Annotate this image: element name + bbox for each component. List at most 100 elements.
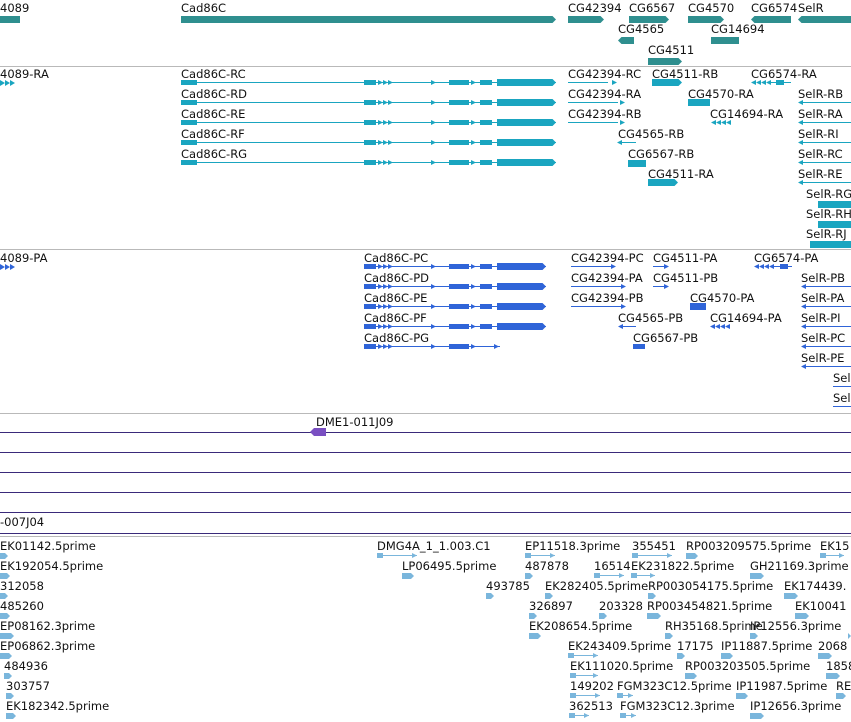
est-label[interactable]: 312058 <box>0 579 44 593</box>
est-label[interactable]: RP003054175.5prime <box>648 579 774 593</box>
est-label[interactable]: EK15 <box>820 539 850 553</box>
est-label[interactable]: 485260 <box>0 599 44 613</box>
transcript-label[interactable]: SelR-RC <box>798 147 843 161</box>
est-label[interactable]: EK208654.5prime <box>529 619 633 633</box>
est-label[interactable]: LP06495.5prime <box>402 559 497 573</box>
est-label[interactable]: 362513 <box>569 699 613 713</box>
protein-label[interactable]: SelR-PE <box>801 351 845 365</box>
est-label[interactable]: RH35168.5prime <box>665 619 763 633</box>
est-label[interactable]: 149202 <box>570 679 614 693</box>
est-label[interactable]: 17175 <box>677 639 714 653</box>
transcript-label[interactable]: CG4565-RB <box>618 127 685 141</box>
protein-label[interactable]: Sel <box>833 391 851 405</box>
transcript-label[interactable]: Cad86C-RE <box>181 107 246 121</box>
est-label[interactable]: RE <box>836 679 851 693</box>
transcript-label[interactable]: CG4570-RA <box>688 87 754 101</box>
est-label[interactable]: EP06862.3prime <box>0 639 96 653</box>
est-label[interactable]: EK174439. <box>784 579 847 593</box>
gene-label[interactable]: CG4565 <box>618 22 665 36</box>
gene-label[interactable]: CG4570 <box>688 1 735 15</box>
est-label[interactable]: 484936 <box>4 659 48 673</box>
protein-label[interactable]: Cad86C-PC <box>364 251 429 265</box>
protein-label[interactable]: SelR-PB <box>801 271 846 285</box>
clone-label[interactable]: -007J04 <box>0 515 45 529</box>
est-label[interactable]: 16514 <box>594 559 631 573</box>
est-label[interactable]: EK01142.5prime <box>0 539 96 553</box>
transcript-label[interactable]: Cad86C-RF <box>181 127 245 141</box>
transcript-label[interactable]: SelR-RB <box>798 87 844 101</box>
est-label[interactable]: DMG4A_1_1.003.C1 <box>377 539 491 553</box>
clone-label[interactable]: DME1-011J09 <box>316 415 394 429</box>
est-label[interactable]: EK182342.5prime <box>6 699 110 713</box>
est-label[interactable]: EK111020.5prime <box>570 659 674 673</box>
transcript-label[interactable]: SelR-RA <box>798 107 843 121</box>
est-label[interactable]: 493785 <box>486 579 530 593</box>
protein-label[interactable]: 4089-PA <box>0 251 48 265</box>
est-label[interactable]: RP003203505.5prime <box>685 659 811 673</box>
transcript-label[interactable]: CG4511-RB <box>652 67 719 81</box>
transcript-label[interactable]: CG6574-RA <box>751 67 817 81</box>
gene-label[interactable]: Cad86C <box>181 1 227 15</box>
transcript-label[interactable]: CG4511-RA <box>648 167 714 181</box>
protein-label[interactable]: SelR-PI <box>801 311 841 325</box>
protein-label[interactable]: Sel <box>833 371 851 385</box>
protein-label[interactable]: Cad86C-PF <box>364 311 427 325</box>
protein-label[interactable]: CG4565-PB <box>618 311 684 325</box>
est-label[interactable]: GH21169.3prime <box>750 559 849 573</box>
transcript-label[interactable]: SelR-RI <box>798 127 839 141</box>
transcript-label[interactable]: SelR-RG <box>806 187 851 201</box>
transcript-label[interactable]: 4089-RA <box>0 67 49 81</box>
protein-label[interactable]: CG14694-PA <box>710 311 782 325</box>
est-label[interactable]: IP12556.3prime <box>750 619 842 633</box>
est-label[interactable]: RP003209575.5prime <box>686 539 812 553</box>
est-label[interactable]: EK231822.5prime <box>631 559 735 573</box>
protein-label[interactable]: Cad86C-PD <box>364 271 429 285</box>
est-label[interactable]: 487878 <box>525 559 569 573</box>
protein-label[interactable]: CG6567-PB <box>633 331 699 345</box>
gene-label[interactable]: CG42394 <box>568 1 622 15</box>
transcript-label[interactable]: CG6567-RB <box>628 147 695 161</box>
est-label[interactable]: EK243409.5prime <box>568 639 672 653</box>
est-label[interactable]: IP11887.5prime <box>721 639 813 653</box>
est-label[interactable]: FGM323C12.3prime <box>620 699 735 713</box>
est-label[interactable]: IP11987.5prime <box>736 679 828 693</box>
est-label[interactable]: IP12656.3prime <box>750 699 842 713</box>
transcript-label[interactable]: SelR-RE <box>798 167 843 181</box>
clone-feature-icon[interactable] <box>308 428 328 438</box>
protein-label[interactable]: Cad86C-PG <box>364 331 430 345</box>
protein-label[interactable]: CG6574-PA <box>754 251 819 265</box>
est-label[interactable]: 326897 <box>529 599 573 613</box>
transcript-label[interactable]: CG42394-RB <box>568 107 642 121</box>
transcript-label[interactable]: SelR-RJ <box>806 227 847 241</box>
est-label[interactable]: 355451 <box>632 539 676 553</box>
transcript-label[interactable]: Cad86C-RC <box>181 67 246 81</box>
transcript-label[interactable]: SelR-RH <box>806 207 851 221</box>
gene-label[interactable]: CG6567 <box>629 1 676 15</box>
protein-label[interactable]: SelR-PA <box>801 291 845 305</box>
est-label[interactable]: 303757 <box>6 679 50 693</box>
transcript-label[interactable]: CG42394-RC <box>568 67 642 81</box>
protein-label[interactable]: SelR-PC <box>801 331 846 345</box>
gene-label[interactable]: CG6574 <box>751 1 798 15</box>
protein-label[interactable]: CG42394-PC <box>571 251 644 265</box>
protein-label[interactable]: CG4511-PB <box>653 271 719 285</box>
est-label[interactable]: 2068 <box>818 639 848 653</box>
transcript-label[interactable]: CG42394-RA <box>568 87 642 101</box>
protein-label[interactable]: CG4511-PA <box>653 251 718 265</box>
est-label[interactable]: 203328 <box>599 599 643 613</box>
est-label[interactable]: EP08162.3prime <box>0 619 96 633</box>
est-label[interactable]: EK282405.5prime <box>545 579 649 593</box>
gene-features[interactable] <box>0 14 851 66</box>
est-features[interactable] <box>0 550 851 722</box>
protein-features[interactable] <box>0 262 851 412</box>
est-label[interactable]: EP11518.3prime <box>525 539 621 553</box>
transcript-features[interactable] <box>0 78 851 248</box>
est-label[interactable]: FGM323C12.5prime <box>617 679 732 693</box>
transcript-label[interactable]: Cad86C-RD <box>181 87 248 101</box>
est-label[interactable]: RP003454821.5prime <box>647 599 773 613</box>
protein-label[interactable]: Cad86C-PE <box>364 291 428 305</box>
gene-label[interactable]: CG14694 <box>711 22 765 36</box>
est-label[interactable]: EK10041 <box>795 599 847 613</box>
est-label[interactable]: 1858 <box>826 659 851 673</box>
protein-label[interactable]: CG42394-PA <box>571 271 643 285</box>
